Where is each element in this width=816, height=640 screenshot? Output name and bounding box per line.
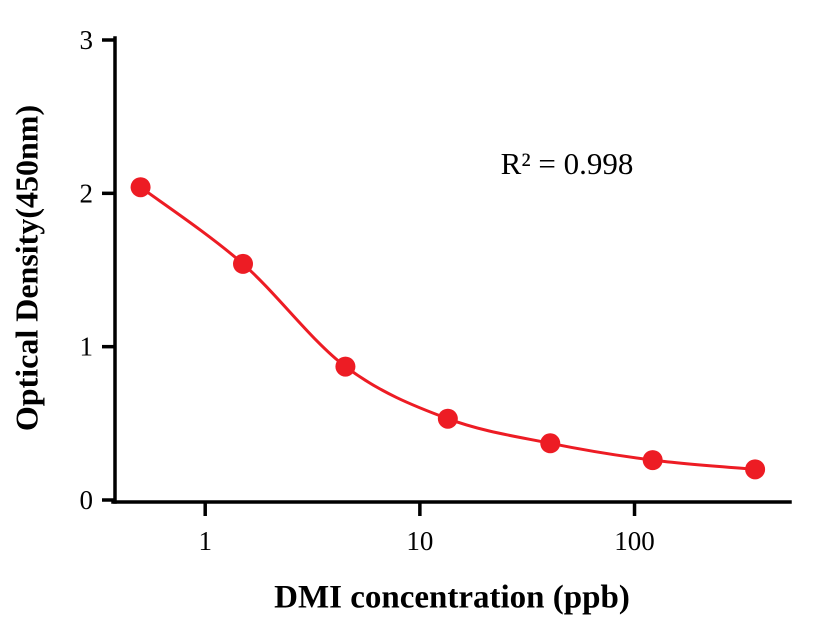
data-point	[233, 253, 254, 274]
data-point	[745, 459, 766, 480]
data-point	[642, 450, 663, 471]
y-tick-label: 0	[80, 485, 94, 515]
y-tick-label: 2	[80, 178, 94, 208]
y-axis-label: Optical Density(450nm)	[8, 104, 45, 432]
y-tick-label: 1	[80, 332, 94, 362]
x-tick-label: 1	[198, 526, 212, 556]
data-point	[540, 433, 561, 454]
x-axis-label: DMI concentration (ppb)	[274, 579, 630, 616]
r-squared-annotation: R² = 0.998	[500, 146, 634, 181]
x-tick-label: 10	[406, 526, 433, 556]
data-point	[335, 356, 356, 377]
data-point	[437, 408, 458, 429]
x-tick-label: 100	[614, 526, 655, 556]
data-point	[130, 177, 151, 198]
y-tick-label: 3	[80, 25, 94, 55]
